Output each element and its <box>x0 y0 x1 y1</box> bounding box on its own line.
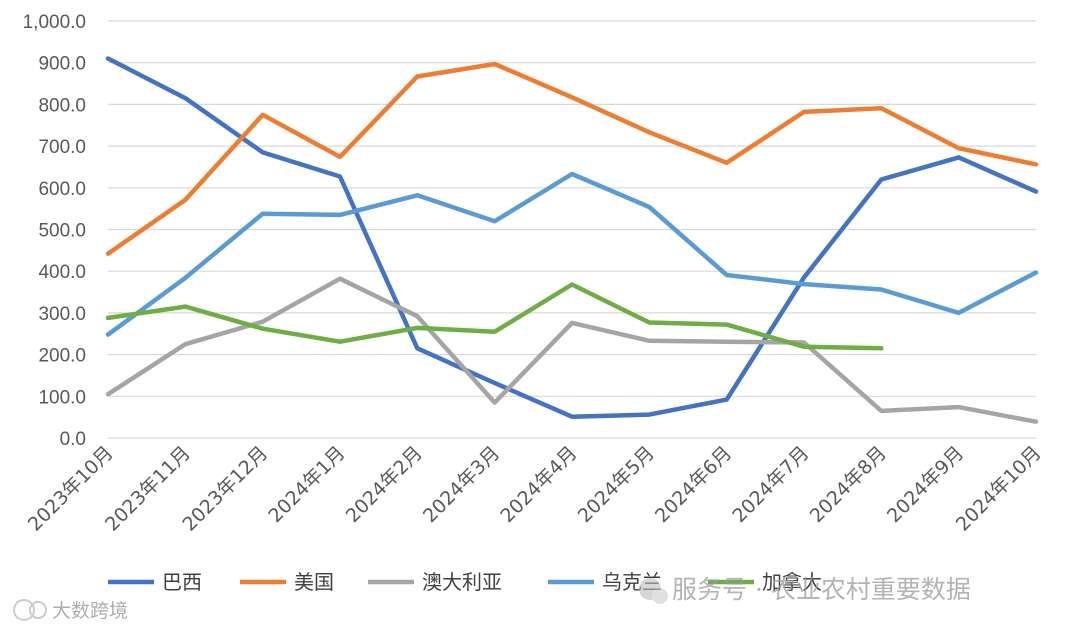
series-line-3 <box>105 171 1039 337</box>
y-tick-label: 400.0 <box>38 262 86 283</box>
y-tick-label: 1,000.0 <box>23 12 86 33</box>
watermark-left-text: 大数跨境 <box>52 600 128 622</box>
y-axis-ticks: 0.0 100.0 200.0 300.0 400.0 500.0 600.0 700.0 80… <box>23 12 86 450</box>
series-line-4 <box>105 282 884 351</box>
watermark: 服务号 · 农业农村重要数据 大数跨境 <box>13 575 971 622</box>
legend-label: 加拿大 <box>762 570 822 594</box>
x-tick-label: 2024年3月 <box>419 442 504 527</box>
legend-label: 美国 <box>294 570 334 594</box>
series-lines <box>105 56 1039 424</box>
x-tick-label: 2024年8月 <box>806 442 891 527</box>
y-tick-label: 700.0 <box>38 137 86 158</box>
wechat-logo-icon <box>639 578 668 604</box>
x-axis-ticks: 2023年10月2023年11月2023年12月2024年1月2024年2月20… <box>24 442 1046 536</box>
series-line-0 <box>105 56 1039 419</box>
gridlines <box>108 20 1036 439</box>
series-line-1 <box>105 61 1039 256</box>
y-tick-label: 100.0 <box>38 387 86 408</box>
y-tick-label: 0.0 <box>60 429 86 450</box>
brand-logo-icon <box>13 599 47 621</box>
x-tick-label: 2024年6月 <box>651 442 736 527</box>
y-tick-label: 600.0 <box>38 179 86 200</box>
x-tick-label: 2024年4月 <box>496 442 581 527</box>
y-tick-label: 900.0 <box>38 54 86 75</box>
x-tick-label: 2024年1月 <box>264 442 349 527</box>
x-tick-label: 2024年7月 <box>728 442 813 527</box>
x-tick-label: 2024年9月 <box>883 442 968 527</box>
legend-label: 澳大利亚 <box>422 570 502 594</box>
x-tick-label: 2024年5月 <box>574 442 659 527</box>
series-line-2 <box>105 276 1039 424</box>
watermark-right-text: 服务号 · 农业农村重要数据 <box>672 575 971 604</box>
x-tick-label: 2024年2月 <box>342 442 427 527</box>
y-tick-label: 300.0 <box>38 304 86 325</box>
legend-label: 巴西 <box>162 570 202 594</box>
y-tick-label: 200.0 <box>38 346 86 367</box>
y-tick-label: 800.0 <box>38 95 86 116</box>
y-tick-label: 500.0 <box>38 221 86 242</box>
